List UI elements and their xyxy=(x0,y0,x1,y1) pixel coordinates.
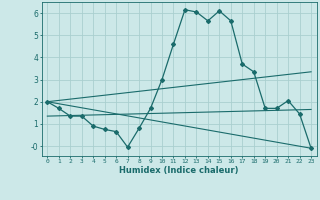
X-axis label: Humidex (Indice chaleur): Humidex (Indice chaleur) xyxy=(119,166,239,175)
